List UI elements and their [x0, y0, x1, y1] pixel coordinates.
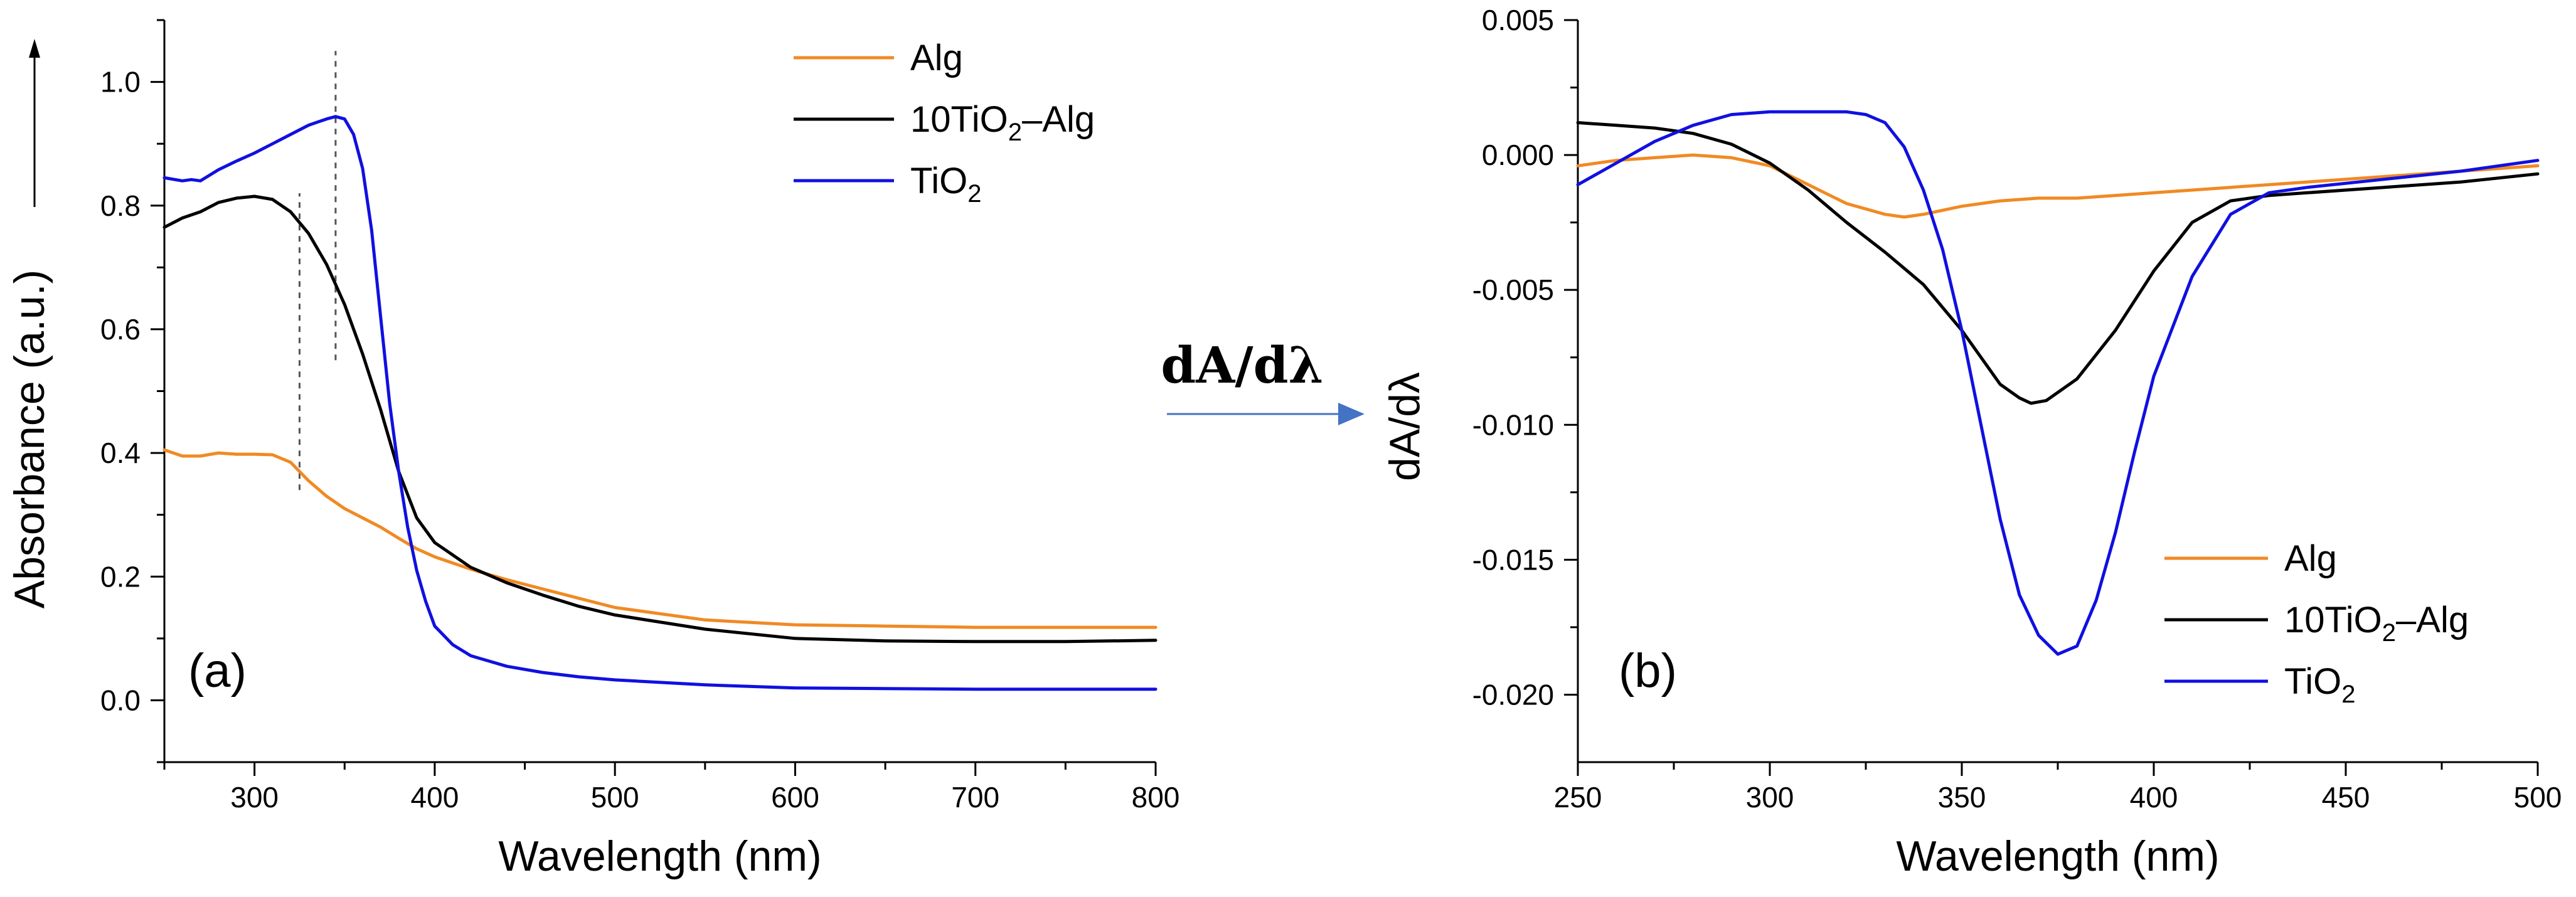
y-tick-label: 0.6: [100, 313, 141, 346]
y-tick-label: -0.015: [1472, 543, 1554, 576]
x-tick-label: 500: [2514, 781, 2562, 814]
series-line-alg: [1576, 153, 2540, 219]
legend-entry-label: Alg: [2284, 538, 2337, 579]
panel-a-y-ticks: 0.0 0.2 0.4 0.6 0.8 1.0: [100, 19, 164, 763]
x-tick-label: 300: [230, 781, 279, 814]
y-tick-label: 0.2: [100, 560, 141, 593]
series-line-10tio2-alg: [1576, 121, 2540, 405]
x-tick-label: 450: [2322, 781, 2370, 814]
panel-a-x-title: Wavelength (nm): [498, 832, 821, 880]
panel-b-derivative-chart: 250 300 350 400 450 500 0.005 0.000 -0.005 -0.01…: [1381, 4, 2562, 880]
panel-b-series: [1576, 110, 2540, 656]
y-tick-label: 0.005: [1482, 4, 1554, 36]
panel-a-y-title: Absorbance (a.u.): [6, 270, 53, 609]
panel-b-legend: Alg 10TiO2–Alg TiO2: [2164, 538, 2469, 708]
legend-entry-label: Alg: [910, 38, 963, 78]
x-tick-label: 250: [1554, 781, 1602, 814]
panel-a-legend: Alg 10TiO2–Alg TiO2: [794, 38, 1095, 208]
y-tick-label: -0.010: [1472, 408, 1554, 441]
legend-entry-label: TiO2: [2284, 661, 2356, 708]
x-tick-label: 400: [411, 781, 459, 814]
x-tick-label: 800: [1132, 781, 1180, 814]
panel-b-x-ticks: 250 300 350 400 450 500: [1554, 762, 2562, 814]
legend-entry-label: TiO2: [910, 161, 982, 208]
y-tick-label: 0.000: [1482, 139, 1554, 171]
y-tick-label: 0.4: [100, 437, 141, 469]
y-tick-label: 0.8: [100, 189, 141, 222]
derivative-arrow-head-icon: [1338, 403, 1365, 425]
panel-a-dashed-markers: [298, 51, 337, 491]
x-tick-label: 400: [2130, 781, 2178, 814]
derivative-arrow: dA/dλ: [1161, 336, 1365, 425]
panel-b-y-title: dA/dλ: [1381, 372, 1429, 481]
x-tick-label: 600: [771, 781, 819, 814]
panel-a-absorbance-chart: 300 400 500 600 700 800 0.0 0.2 0.4 0.6 0.8 1.0 Ab…: [6, 19, 1180, 880]
panel-a-label: (a): [188, 644, 247, 698]
x-tick-label: 700: [951, 781, 999, 814]
series-line-tio2: [1576, 110, 2540, 656]
series-line-10tio2-alg: [162, 194, 1158, 644]
panel-b-x-title: Wavelength (nm): [1896, 832, 2219, 880]
panel-b-y-ticks: 0.005 0.000 -0.005 -0.010 -0.015 -0.020: [1472, 4, 1578, 711]
series-line-alg: [162, 448, 1158, 629]
y-tick-label: -0.005: [1472, 273, 1554, 306]
panel-a-x-ticks: 300 400 500 600 700 800: [163, 762, 1180, 814]
legend-entry-label: 10TiO2–Alg: [2284, 600, 2469, 647]
panel-a-series: [162, 115, 1158, 691]
panel-b-label: (b): [1619, 644, 1677, 698]
y-tick-label: 0.0: [100, 684, 141, 716]
series-line-tio2: [162, 115, 1158, 691]
x-tick-label: 350: [1938, 781, 1986, 814]
legend-entry-label: 10TiO2–Alg: [910, 99, 1095, 146]
derivative-arrow-label: dA/dλ: [1161, 336, 1323, 395]
x-tick-label: 300: [1746, 781, 1794, 814]
y-tick-label: 1.0: [100, 66, 141, 98]
y-tick-label: -0.020: [1472, 678, 1554, 711]
x-tick-label: 500: [591, 781, 639, 814]
y-axis-direction-arrowhead: [29, 39, 40, 58]
